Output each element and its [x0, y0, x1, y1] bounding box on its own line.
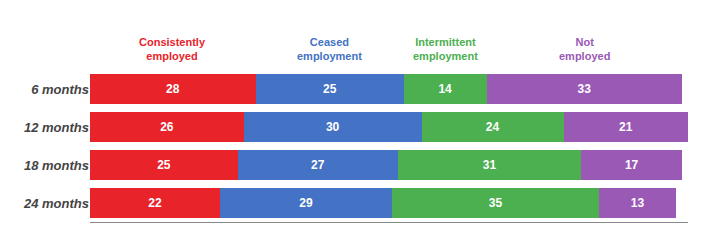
svg-text:27: 27 [311, 158, 325, 172]
svg-text:21: 21 [619, 120, 633, 134]
svg-text:Ceasedemployment: Ceasedemployment [297, 36, 362, 62]
svg-text:Intermittentemployment: Intermittentemployment [413, 36, 478, 62]
svg-text:Consistentlyemployed: Consistentlyemployed [139, 36, 206, 62]
svg-text:17: 17 [625, 158, 639, 172]
svg-text:25: 25 [157, 158, 171, 172]
svg-text:29: 29 [299, 196, 313, 210]
svg-text:Notemployed: Notemployed [559, 36, 610, 62]
svg-text:18 months: 18 months [24, 158, 89, 173]
svg-text:33: 33 [578, 82, 592, 96]
svg-text:24: 24 [486, 120, 500, 134]
svg-text:30: 30 [326, 120, 340, 134]
svg-text:6 months: 6 months [31, 82, 89, 97]
svg-text:25: 25 [323, 82, 337, 96]
svg-text:28: 28 [166, 82, 180, 96]
svg-text:24 months: 24 months [23, 196, 89, 211]
svg-text:12 months: 12 months [24, 120, 89, 135]
svg-text:31: 31 [483, 158, 497, 172]
svg-text:22: 22 [148, 196, 162, 210]
svg-text:26: 26 [160, 120, 174, 134]
svg-text:35: 35 [489, 196, 503, 210]
svg-text:13: 13 [631, 196, 645, 210]
svg-text:14: 14 [438, 82, 452, 96]
